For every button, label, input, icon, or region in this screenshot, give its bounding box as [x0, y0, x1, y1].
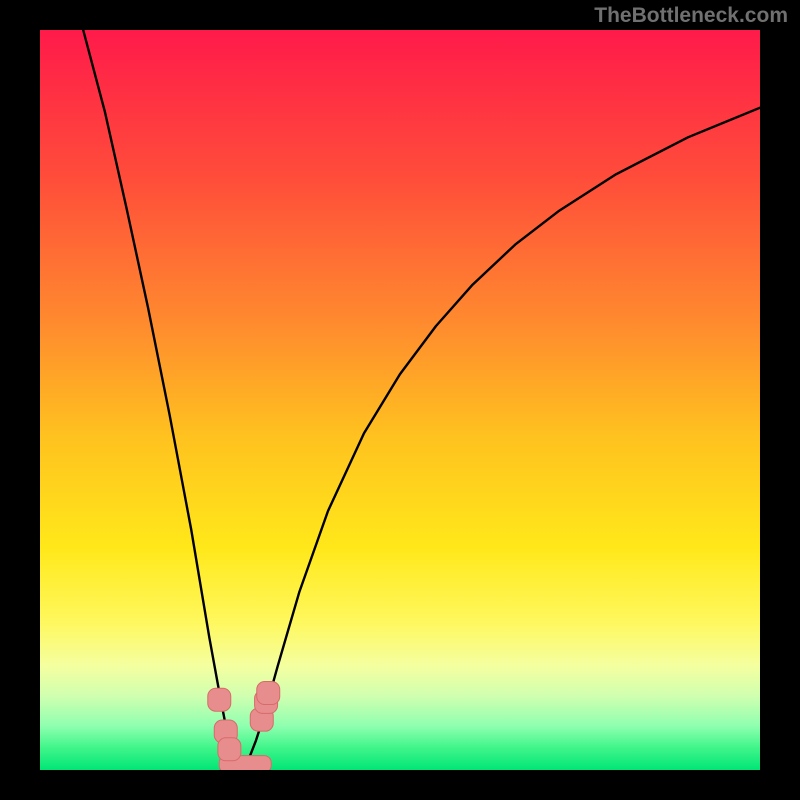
chart-svg: [40, 30, 760, 770]
marker-right-2: [257, 682, 280, 705]
bottleneck-chart: [40, 30, 760, 770]
watermark-text: TheBottleneck.com: [594, 4, 788, 28]
marker-left-0: [208, 688, 231, 711]
chart-background: [40, 30, 760, 770]
marker-left-2: [218, 738, 241, 761]
